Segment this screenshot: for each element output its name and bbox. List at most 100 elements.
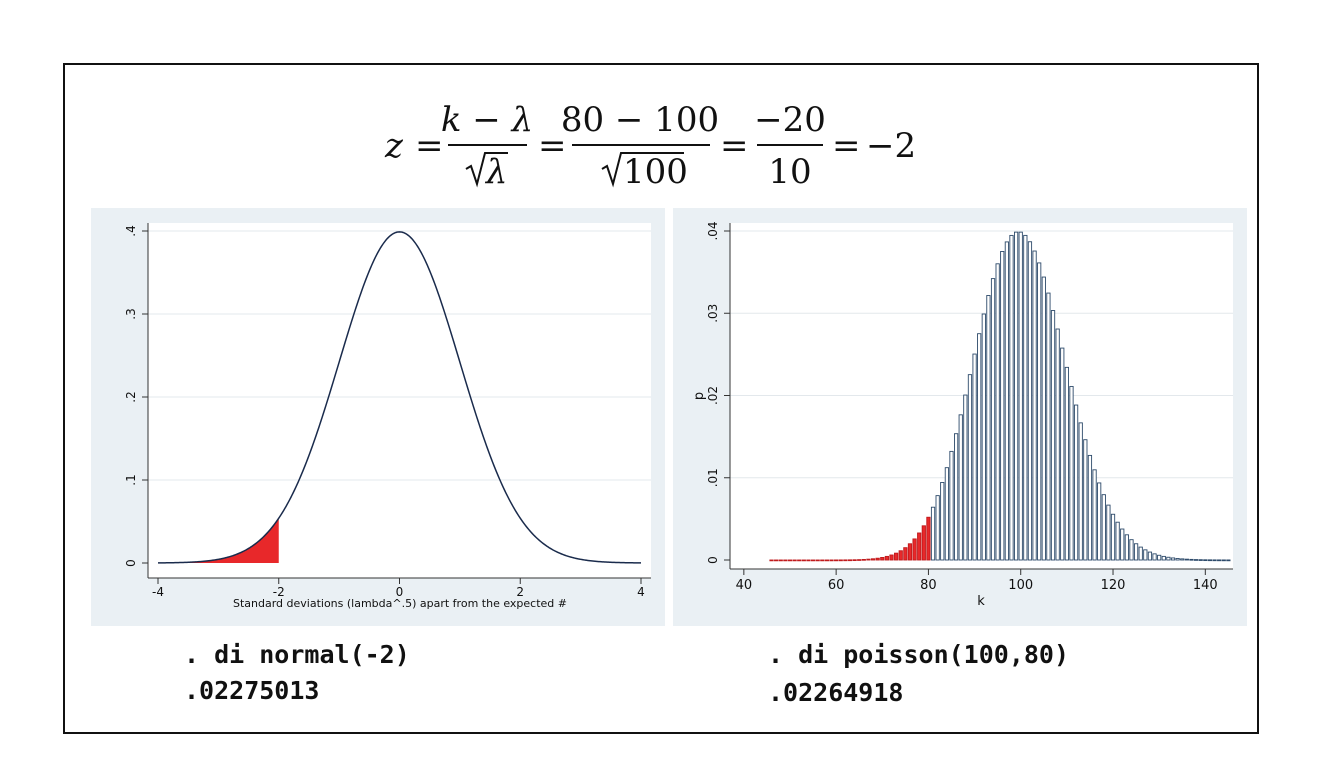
poisson-bar xyxy=(1226,559,1231,562)
poisson-bar-highlight xyxy=(829,559,834,562)
formula-frac2-sqrt xyxy=(601,152,684,188)
normal-y-tick-label: 0 xyxy=(124,559,138,567)
poisson-bar-highlight xyxy=(783,559,788,562)
poisson-bar-highlight xyxy=(894,552,899,561)
poisson-bar-highlight xyxy=(810,559,816,562)
normal-plot-area xyxy=(148,223,651,578)
poisson-bar-highlight xyxy=(917,532,922,561)
poisson-bar xyxy=(981,313,986,561)
poisson-bar-highlight xyxy=(880,557,885,561)
poisson-command: . di poisson(100,80) xyxy=(768,640,1070,669)
poisson-bar xyxy=(1170,557,1176,561)
poisson-bar-highlight xyxy=(847,559,853,562)
formula-eq-2: = xyxy=(538,126,567,166)
poisson-bar-highlight xyxy=(778,559,783,562)
poisson-bar xyxy=(1133,543,1139,561)
normal-x-tick-label: 0 xyxy=(396,585,404,599)
normal-x-tick-label: 4 xyxy=(637,585,645,599)
poisson-bar xyxy=(1166,556,1171,561)
poisson-bar xyxy=(935,495,940,561)
normal-chart-panel: 0 .1 .2 .3 .4 -4 -2 0 2 4 Standard deviations (la… xyxy=(91,208,665,626)
formula-result: −2 xyxy=(866,126,916,166)
formula-frac2-num: 80 − 100 xyxy=(561,100,719,140)
poisson-bar xyxy=(995,263,1000,561)
poisson-bar-highlight xyxy=(852,559,857,562)
poisson-bar xyxy=(1101,494,1106,561)
poisson-bar xyxy=(1212,559,1217,562)
formula-lhs: z xyxy=(384,126,404,166)
poisson-bar xyxy=(1087,454,1093,561)
poisson-bar xyxy=(1078,422,1083,561)
normal-x-tick-label: 2 xyxy=(516,585,524,599)
poisson-bar xyxy=(1180,558,1185,561)
poisson-y-tick-label: .02 xyxy=(706,386,720,405)
poisson-x-tick-label: 40 xyxy=(736,578,753,593)
poisson-bar-highlight xyxy=(820,559,825,562)
poisson-bar-highlight xyxy=(801,559,806,562)
poisson-bar xyxy=(1120,528,1125,561)
poisson-bar xyxy=(1217,559,1222,562)
poisson-bar xyxy=(1000,251,1005,561)
poisson-bar xyxy=(1207,559,1213,562)
poisson-bar-highlight xyxy=(912,538,917,561)
poisson-bar-highlight xyxy=(806,559,811,562)
poisson-bar xyxy=(1161,555,1166,561)
poisson-bar-highlight xyxy=(857,559,862,561)
normal-density-curve xyxy=(157,231,642,564)
poisson-bar xyxy=(1152,553,1157,561)
poisson-bar-highlight xyxy=(787,559,793,562)
poisson-bar xyxy=(1073,404,1079,561)
poisson-bar xyxy=(990,278,996,561)
poisson-bar-highlight xyxy=(875,557,880,561)
poisson-bar xyxy=(1032,250,1037,561)
poisson-bar-highlight xyxy=(898,550,903,561)
poisson-bar xyxy=(963,394,968,561)
poisson-bar xyxy=(972,353,977,561)
normal-x-tick-label: -2 xyxy=(273,585,285,599)
poisson-bar-highlight xyxy=(884,555,890,561)
poisson-bar-highlight xyxy=(834,559,839,562)
poisson-bar xyxy=(1110,513,1116,561)
poisson-bar xyxy=(1009,234,1014,561)
z-score-formula: z = k − λ λ = 80 − 100 100 = −20 10 = −2 xyxy=(384,100,916,192)
poisson-bar xyxy=(967,374,973,561)
poisson-chart-panel: 0 .01 .02 .03 .04 40 60 80 100 120 140 k p xyxy=(673,208,1247,626)
poisson-bar xyxy=(1124,534,1129,561)
poisson-y-axis-label: p xyxy=(692,392,707,400)
poisson-bar-highlight xyxy=(926,516,931,561)
poisson-bar xyxy=(1092,469,1097,561)
poisson-bar-highlight xyxy=(792,559,797,562)
poisson-bar xyxy=(977,333,982,561)
poisson-bar-highlight xyxy=(870,558,876,561)
normal-shaded-tail xyxy=(158,518,279,563)
poisson-bar xyxy=(940,482,945,561)
poisson-bar-highlight xyxy=(921,525,926,561)
normal-command: . di normal(-2) xyxy=(184,640,410,669)
poisson-bar xyxy=(1189,558,1194,561)
poisson-bar-highlight xyxy=(774,559,779,562)
poisson-result: .02264918 xyxy=(768,678,904,707)
poisson-bar xyxy=(1064,366,1069,561)
poisson-bar xyxy=(1004,241,1009,561)
poisson-y-tick-label: .04 xyxy=(706,221,720,240)
poisson-bar xyxy=(1027,241,1033,561)
poisson-bar xyxy=(1157,554,1162,561)
poisson-x-tick-label: 140 xyxy=(1193,578,1218,593)
normal-x-tick-label: -4 xyxy=(152,585,164,599)
poisson-bar xyxy=(1221,559,1226,562)
formula-frac1-den: λ xyxy=(484,152,508,192)
poisson-bar xyxy=(1055,328,1060,561)
poisson-bar xyxy=(1050,310,1056,561)
poisson-bar-highlight xyxy=(907,543,913,561)
poisson-bar xyxy=(1083,439,1088,561)
formula-frac1-num: k − λ xyxy=(441,100,533,140)
poisson-bar xyxy=(1198,559,1203,561)
poisson-bar-highlight xyxy=(866,558,871,561)
poisson-bar xyxy=(949,450,954,561)
poisson-x-tick-label: 80 xyxy=(920,578,937,593)
formula-frac3-den: 10 xyxy=(768,152,811,192)
normal-y-tick-label: .2 xyxy=(124,391,138,402)
poisson-bar xyxy=(944,467,950,561)
poisson-bar xyxy=(1129,539,1134,561)
poisson-bar xyxy=(1018,231,1023,561)
